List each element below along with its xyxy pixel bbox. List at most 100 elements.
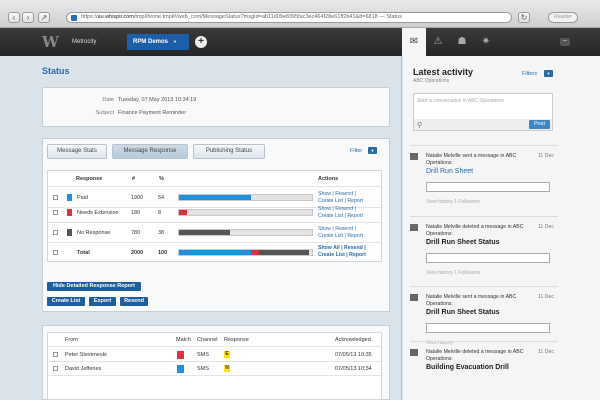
activity-date: 11 Dec [537,153,554,159]
minimize-icon[interactable]: – [560,37,570,46]
select-all-checkbox[interactable] [53,250,58,255]
response-count: 780 [131,230,141,236]
add-workspace-button[interactable]: + [195,36,207,48]
tab-message-stats[interactable]: Message Stats [47,144,107,159]
response-count: 180 [131,210,141,216]
attach-icon[interactable]: ⚲ [417,122,423,129]
response-color-swatch [67,194,72,201]
detail-channel: SMS [197,352,209,358]
response-label: Paid [77,195,89,201]
row-checkbox[interactable] [53,230,58,235]
favicon-icon [71,15,77,21]
activity-message-name: Drill Run Sheet Status [426,239,500,246]
settings-gear-icon[interactable]: ✷ [481,36,491,47]
date-label: Date [102,97,114,103]
response-color-swatch [67,209,72,216]
total-actions-links[interactable]: Show All | Resend | Create List | Report [318,245,366,258]
row-checkbox[interactable] [53,210,58,215]
response-label: Needs Extension [77,210,119,216]
activity-text: Natalie Melville sent a message in ABC O… [426,153,517,166]
activity-message-name[interactable]: Drill Run Sheet [426,168,474,175]
filter-label[interactable]: Filter [350,148,363,154]
filter-dropdown-icon[interactable]: ▼ [368,147,377,154]
envelope-icon [410,349,418,356]
total-count: 2000 [131,250,144,256]
export-button[interactable]: Export [89,297,116,306]
tab-message-response[interactable]: Message Response [112,144,188,159]
create-list-button[interactable]: Create List [47,297,85,306]
activity-title: Latest activity [413,67,474,77]
back-icon[interactable]: ‹ [8,12,20,23]
workspace-tab-rpm-demos[interactable]: RPM Demos ▼ [127,34,189,50]
post-button[interactable]: Post [529,120,550,129]
resend-button[interactable]: Resend [120,297,148,306]
activity-date: 11 Dec [537,294,554,300]
reader-button[interactable]: Reader [548,12,578,23]
col-response: Response [76,176,103,182]
user-icon[interactable]: ☗ [457,36,467,47]
activity-message-name: Drill Run Sheet Status [426,309,500,316]
col-percent: % [159,176,164,182]
whispir-logo[interactable]: W [42,33,59,51]
col-channel: Channel [197,337,218,343]
detail-response-badge: E [224,351,230,358]
activity-message-name: Building Evacuation Drill [426,364,509,371]
activity-filters-label[interactable]: Filters [522,71,537,77]
activity-date: 11 Dec [537,224,554,230]
activity-subtitle: ABC Operations [413,78,450,84]
response-bar [178,209,313,216]
row-actions-links[interactable]: Show | Resend | Create List | Report [318,226,363,239]
detail-acknowledged: 07/05/13 10:35 [335,352,372,358]
detail-channel: SMS [197,366,209,372]
match-color-swatch [177,365,184,373]
hide-report-button[interactable]: Hide Detailed Response Report [47,282,141,291]
compose-placeholder: Start a conversation in ABC Operations [417,98,504,104]
subject-label: Subject [95,110,114,116]
col-acknowledged: Acknowledged [335,337,371,343]
reload-icon[interactable]: ↻ [518,12,530,23]
envelope-icon [410,294,418,301]
app-topbar [0,28,600,56]
tab-publishing-status[interactable]: Publishing Status [193,144,265,159]
detail-acknowledged: 07/05/13 10:34 [335,366,372,372]
row-checkbox[interactable] [53,195,58,200]
response-count: 1900 [131,195,144,201]
activity-filters-dropdown-icon[interactable]: ▼ [544,70,553,77]
activity-comment-input[interactable] [426,253,550,263]
response-table [47,170,382,262]
match-color-swatch [177,351,184,359]
message-info-panel [42,87,390,127]
activity-meta[interactable]: View history 1 Followers [426,270,480,276]
envelope-icon [410,224,418,231]
activity-comment-input[interactable] [426,323,550,333]
forward-icon[interactable]: › [22,12,34,23]
detail-row-checkbox[interactable] [53,366,58,371]
address-bar[interactable]: https://au.whispir.com/tmpl/home.tmpl#/w… [66,12,512,23]
row-actions-links[interactable]: Show | Resend | Create List | Report [318,206,363,219]
detail-response-badge: N [224,365,230,372]
activity-meta[interactable]: View history 1 Followers [426,199,480,205]
col-count: # [132,176,136,182]
activity-text: Natalie Melville deleted a message in AB… [426,349,524,362]
col-from: From [65,337,78,343]
date-value: Tuesday, 07 May 2013 10:34:19 [118,97,197,103]
alert-icon[interactable]: ⚠ [433,36,443,47]
response-color-swatch [67,229,72,236]
response-bar [178,194,313,201]
col-response-detail: Response [224,337,249,343]
total-bar [178,249,313,256]
col-match: Match [176,337,191,343]
activity-tab-icon[interactable]: ✉ [402,28,426,56]
row-actions-links[interactable]: Show | Resend | Create List | Report [318,191,363,204]
share-icon[interactable]: ↗ [38,12,50,23]
response-label: No Response [77,230,111,236]
activity-comment-input[interactable] [426,182,550,192]
browser-toolbar: ‹ › ↗ https://au.whispir.com/tmpl/home.t… [0,0,600,28]
detail-row-checkbox[interactable] [53,352,58,357]
detail-from: David Jefferies [65,366,102,372]
response-bar [178,229,313,236]
activity-meta[interactable]: View history [426,340,453,346]
workspace-tab-metrocity[interactable]: Metrocity [72,39,97,45]
envelope-icon [410,153,418,160]
response-percent: 54 [158,195,165,201]
